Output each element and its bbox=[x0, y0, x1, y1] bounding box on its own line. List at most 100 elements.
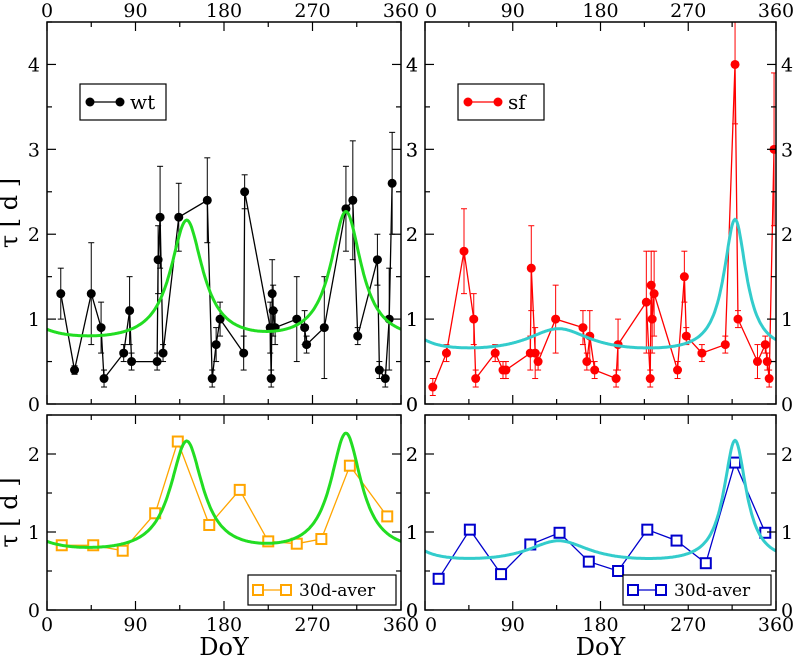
x-tick-label: 270 bbox=[294, 614, 330, 636]
data-point bbox=[578, 323, 588, 333]
legend-marker bbox=[280, 584, 292, 596]
data-point bbox=[152, 357, 162, 367]
y-tick-label-right: 0 bbox=[406, 600, 418, 622]
legend-marker bbox=[85, 97, 95, 107]
y-tick-label: 3 bbox=[406, 139, 418, 161]
x-axis-label: DoY bbox=[199, 633, 250, 661]
data-point bbox=[319, 323, 329, 333]
y-tick-label: 3 bbox=[28, 139, 40, 161]
x-tick-label: 90 bbox=[501, 614, 525, 636]
data-point bbox=[673, 365, 683, 375]
y-tick-label-right: 2 bbox=[406, 444, 418, 466]
y-tick-label-right: 4 bbox=[406, 54, 418, 76]
data-point bbox=[387, 178, 397, 188]
fit-curve bbox=[425, 438, 776, 560]
legend-marker bbox=[463, 97, 473, 107]
y-tick-label: 0 bbox=[406, 394, 418, 416]
data-point bbox=[348, 195, 358, 205]
legend-marker bbox=[115, 97, 125, 107]
y-tick-label-right: 0 bbox=[781, 600, 793, 622]
data-point bbox=[730, 59, 740, 69]
y-tick-label-right: 3 bbox=[406, 139, 418, 161]
x-tick-label-top: 270 bbox=[294, 0, 330, 22]
data-point bbox=[266, 374, 276, 384]
data-point bbox=[495, 568, 508, 581]
y-tick-label-right: 4 bbox=[781, 54, 793, 76]
legend-marker bbox=[627, 584, 639, 596]
data-point bbox=[501, 365, 511, 375]
fit-curve bbox=[425, 217, 776, 350]
data-point bbox=[125, 306, 135, 316]
data-point bbox=[432, 572, 445, 585]
y-tick-label-right: 0 bbox=[406, 394, 418, 416]
data-point bbox=[119, 348, 129, 358]
data-point bbox=[645, 374, 655, 384]
data-point bbox=[380, 374, 390, 384]
data-point bbox=[733, 314, 743, 324]
y-tick-label: 2 bbox=[28, 444, 40, 466]
y-tick-label: 0 bbox=[28, 600, 40, 622]
x-tick-label: 0 bbox=[425, 614, 437, 636]
x-tick-label: 180 bbox=[206, 614, 242, 636]
data-point bbox=[99, 374, 109, 384]
data-point bbox=[300, 323, 310, 333]
data-point bbox=[153, 255, 163, 265]
data-point bbox=[699, 557, 712, 570]
data-point bbox=[341, 204, 351, 214]
legend-label: sf bbox=[508, 90, 527, 114]
data-point bbox=[649, 289, 659, 299]
x-tick-label: 180 bbox=[582, 614, 618, 636]
panel-top-right: 0 90 180 270 360 0 0 1 1 2 2 3 3 4 4 sf bbox=[406, 0, 794, 416]
y-tick-label: 2 bbox=[406, 444, 418, 466]
data-point bbox=[582, 555, 595, 568]
data-point bbox=[760, 340, 770, 350]
data-point bbox=[353, 331, 363, 341]
data-point bbox=[343, 459, 356, 472]
y-tick-label: 2 bbox=[406, 224, 418, 246]
legend-marker bbox=[493, 97, 503, 107]
data-point bbox=[612, 565, 625, 577]
data-point bbox=[207, 374, 217, 384]
data-point bbox=[372, 255, 382, 265]
data-point bbox=[490, 348, 500, 358]
x-tick-label: 0 bbox=[41, 614, 53, 636]
legend: 30d-aver bbox=[247, 574, 397, 606]
y-tick-label-right: 1 bbox=[781, 522, 793, 544]
x-tick-label-top: 0 bbox=[41, 0, 53, 22]
y-tick-label-right: 1 bbox=[406, 522, 418, 544]
legend-label: 30d-aver bbox=[299, 581, 376, 601]
y-tick-label-right: 0 bbox=[781, 394, 793, 416]
data-point bbox=[202, 195, 212, 205]
data-point bbox=[764, 374, 774, 384]
data-point bbox=[374, 365, 384, 375]
x-tick-label-top: 360 bbox=[758, 0, 794, 22]
data-point bbox=[215, 314, 225, 324]
x-axis-label: DoY bbox=[576, 633, 627, 661]
y-tick-label: 2 bbox=[28, 224, 40, 246]
data-point bbox=[729, 456, 742, 469]
data-point bbox=[302, 340, 312, 350]
data-point bbox=[463, 523, 476, 536]
y-tick-label: 1 bbox=[28, 522, 40, 544]
data-point bbox=[116, 544, 129, 557]
plot-area-bottom-left bbox=[47, 431, 401, 557]
x-tick-label-top: 0 bbox=[425, 0, 437, 22]
data-point bbox=[641, 523, 654, 536]
data-point bbox=[590, 365, 600, 375]
data-point bbox=[292, 314, 302, 324]
data-point bbox=[459, 246, 469, 256]
data-point bbox=[96, 323, 106, 333]
legend-marker bbox=[655, 584, 667, 596]
data-point bbox=[428, 382, 438, 392]
data-point bbox=[240, 187, 250, 197]
x-tick-label-top: 90 bbox=[501, 0, 525, 22]
data-point bbox=[670, 534, 683, 547]
data-point bbox=[681, 331, 691, 341]
series-line bbox=[61, 439, 388, 552]
plot-area-bottom-right bbox=[425, 438, 776, 585]
y-tick-label: 1 bbox=[28, 309, 40, 331]
data-point bbox=[155, 212, 165, 222]
plot-area-top-right bbox=[425, 22, 776, 397]
data-point bbox=[471, 374, 481, 384]
